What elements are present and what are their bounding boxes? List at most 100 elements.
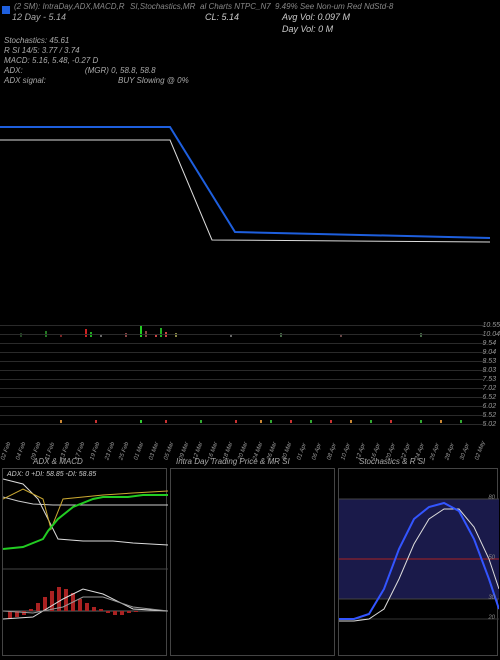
y-axis-labels: 10.5510.049.549.048.538.037.537.026.526.… [482, 321, 500, 429]
intraday-panel: Intra Day Trading Price & MR SI [170, 468, 335, 656]
date-tick-label: 02 Feb [0, 441, 12, 461]
grid-line [0, 343, 485, 344]
main-series-blue [0, 127, 490, 238]
macd-value: MACD: 5.16, 5.48, -0.27 D [4, 56, 189, 66]
y-tick-label: 7.02 [482, 384, 500, 393]
adx-signal-row: ADX signal: BUY Slowing @ 0% [4, 76, 189, 86]
grid-line [0, 334, 485, 335]
grid-line [0, 397, 485, 398]
data-section-bar [390, 420, 392, 423]
grid-line [0, 361, 485, 362]
adx-macd-panel: ADX & MACD ADX: 0 +DI: 58.85 -DI: 58.85 [2, 468, 167, 656]
chart-header: (2 SM): IntraDay,ADX,MACD,R SI,Stochasti… [0, 0, 500, 20]
bottom-panels: ADX & MACD ADX: 0 +DI: 58.85 -DI: 58.85 … [0, 468, 500, 658]
indicator-info: Stochastics: 45.61 R SI 14/5: 3.77 / 3.7… [4, 36, 189, 86]
grid-line [0, 388, 485, 389]
header-midright: al Charts NTPC_N7 [200, 2, 271, 11]
y-tick-label: 8.03 [482, 366, 500, 375]
header-left: (2 SM): IntraDay,ADX,MACD,R [14, 2, 125, 11]
data-section-bar [440, 420, 442, 423]
data-section-bar [290, 420, 292, 423]
date-tick-label: 03 Mar [148, 441, 160, 461]
stoch-axis-label: 30 [488, 595, 495, 601]
macd-bar [106, 611, 110, 613]
data-section-bar [330, 420, 332, 423]
y-tick-label: 10.55 [482, 321, 500, 330]
grid-line [0, 325, 485, 326]
macd-bar [64, 589, 68, 611]
y-tick-label: 7.53 [482, 375, 500, 384]
y-tick-label: 8.53 [482, 357, 500, 366]
header-right: 9.49% See Non-um Red NdStd-8 [275, 2, 393, 11]
macd-bar [99, 609, 103, 611]
y-tick-label: 5.52 [482, 411, 500, 420]
series-color-swatch [2, 6, 10, 14]
volume-strip [0, 325, 485, 337]
macd-bar [36, 603, 40, 611]
date-tick-label: 10 Apr [341, 443, 353, 461]
date-tick-label: 28 Apr [444, 443, 456, 461]
stoch-axis-label: 20 [488, 615, 495, 621]
date-tick-label: 23 Feb [104, 441, 116, 461]
y-tick-label: 6.02 [482, 402, 500, 411]
macd-bar [113, 611, 117, 615]
data-section-bar [370, 420, 372, 423]
data-section-bar [420, 420, 422, 423]
y-tick-label: 9.04 [482, 348, 500, 357]
stochastics-svg [339, 469, 499, 657]
y-tick-label: 10.04 [482, 330, 500, 339]
panel2-title: Intra Day Trading Price & MR SI [176, 457, 290, 466]
y-tick-label: 9.54 [482, 339, 500, 348]
panel3-title: Stochastics & R SI [359, 457, 425, 466]
adx-row: ADX: (MGR) 0, 58.8, 58.8 [4, 66, 189, 76]
macd-bar [120, 611, 124, 615]
main-series-white [0, 140, 490, 242]
macd-bar [134, 611, 138, 612]
data-section-bar [270, 420, 272, 423]
stoch-axis-label: 80 [488, 495, 495, 501]
macd-bar [8, 611, 12, 619]
macd-bar [78, 599, 82, 611]
macd-bar [22, 611, 26, 615]
panel1-title: ADX & MACD [33, 457, 83, 466]
dayvol-label: Day Vol: 0 M [282, 24, 333, 34]
volume-bar [140, 325, 142, 337]
grid-line [0, 370, 485, 371]
date-tick-label: 30 Apr [459, 443, 471, 461]
date-tick-label: 02 May [474, 440, 486, 461]
date-tick-label: 25 Feb [119, 441, 131, 461]
macd-bar [85, 603, 89, 611]
macd-bar [92, 607, 96, 611]
data-grid-section: 10.5510.049.549.048.538.037.537.026.526.… [0, 345, 500, 425]
date-tick-label: 26 Apr [430, 443, 442, 461]
date-tick-label: 05 Mar [163, 441, 175, 461]
stochastics-panel: Stochastics & R SI 80503020 [338, 468, 498, 656]
data-section-bar [165, 420, 167, 423]
y-tick-label: 6.52 [482, 393, 500, 402]
day-label: 12 Day - 5.14 [12, 12, 66, 22]
macd-bar [127, 611, 131, 613]
macd-bar [50, 591, 54, 611]
stochastics-value: Stochastics: 45.61 [4, 36, 189, 46]
date-tick-label: 06 Apr [311, 443, 323, 461]
volume-bar [85, 329, 87, 337]
grid-line [0, 415, 485, 416]
avgvol-label: Avg Vol: 0.097 M [282, 12, 350, 22]
rsi-value: R SI 14/5: 3.77 / 3.74 [4, 46, 189, 56]
macd-bar [29, 609, 33, 611]
data-section-bar [60, 420, 62, 423]
volume-bar [160, 328, 162, 337]
date-tick-label: 04 Feb [15, 441, 27, 461]
date-tick-label: 01 Mar [134, 441, 146, 461]
data-section-bar [235, 420, 237, 423]
grid-line [0, 379, 485, 380]
cl-label: CL: 5.14 [205, 12, 239, 22]
adx-macd-svg [3, 469, 168, 657]
data-section-bar [140, 420, 142, 423]
date-tick-label: 08 Apr [326, 443, 338, 461]
data-section-bar [260, 420, 262, 423]
stoch-axis-label: 50 [488, 555, 495, 561]
date-tick-label: 19 Feb [89, 441, 101, 461]
data-section-bar [95, 420, 97, 423]
main-price-chart [0, 92, 500, 322]
